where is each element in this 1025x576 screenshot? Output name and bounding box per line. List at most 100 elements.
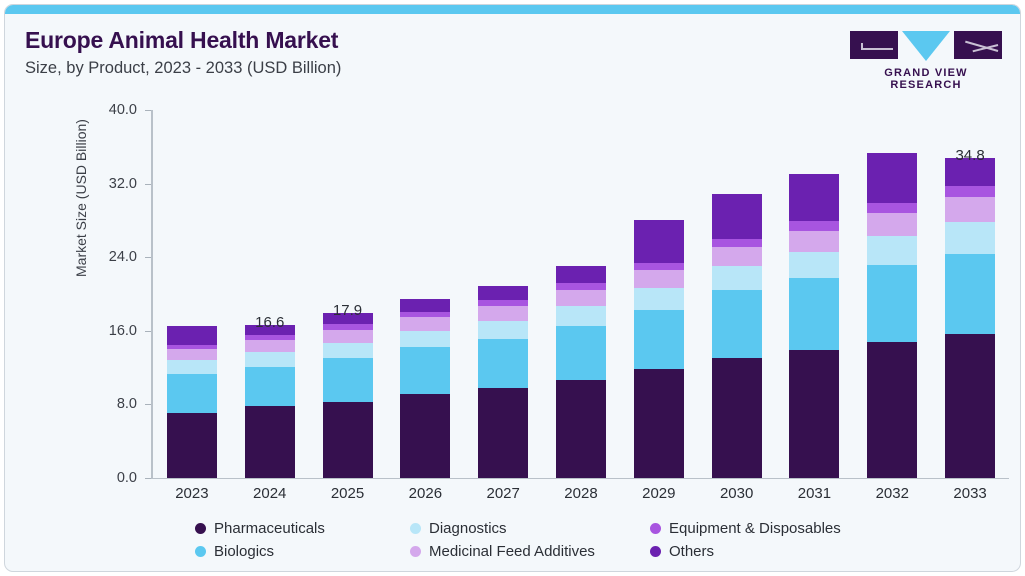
bar-segment[interactable] xyxy=(945,333,996,478)
bar-group[interactable] xyxy=(153,110,231,478)
bar-segment[interactable] xyxy=(633,220,684,263)
bar-segment[interactable] xyxy=(478,339,529,388)
bar-segment[interactable] xyxy=(322,313,373,325)
bar-group[interactable] xyxy=(309,110,387,478)
bar-segment[interactable] xyxy=(322,324,373,330)
bar-group[interactable] xyxy=(231,110,309,478)
bar-segment[interactable] xyxy=(711,358,762,478)
legend-item-others[interactable]: Others xyxy=(650,543,890,560)
bar-segment[interactable] xyxy=(945,254,996,334)
bar-segment[interactable] xyxy=(478,285,529,300)
bar-segment[interactable] xyxy=(244,366,295,407)
bar-segment[interactable] xyxy=(945,222,996,255)
bar-segment[interactable] xyxy=(322,329,373,343)
bar-segment[interactable] xyxy=(244,351,295,367)
bar-segment[interactable] xyxy=(867,213,918,237)
stacked-bar[interactable] xyxy=(867,153,918,478)
bar-segment[interactable] xyxy=(945,157,996,187)
bar-segment[interactable] xyxy=(633,262,684,271)
bar-segment[interactable] xyxy=(633,369,684,478)
bar-segment[interactable] xyxy=(789,278,840,351)
stacked-bar[interactable] xyxy=(166,326,217,478)
stacked-bar[interactable] xyxy=(711,193,762,478)
stacked-bar[interactable] xyxy=(400,298,451,478)
legend-item-biologics[interactable]: Biologics xyxy=(195,543,410,560)
stacked-bar[interactable] xyxy=(945,157,996,478)
bar-segment[interactable] xyxy=(400,330,451,348)
bar-segment[interactable] xyxy=(789,350,840,478)
bar-segment[interactable] xyxy=(478,320,529,340)
bar-segment[interactable] xyxy=(711,290,762,359)
stacked-bar[interactable] xyxy=(633,220,684,478)
bar-segment[interactable] xyxy=(789,221,840,231)
stacked-bar[interactable] xyxy=(478,285,529,478)
bar-segment[interactable] xyxy=(400,394,451,478)
bar-segment[interactable] xyxy=(555,290,606,306)
bar-group[interactable] xyxy=(542,110,620,478)
bar-segment[interactable] xyxy=(633,309,684,370)
stacked-bar[interactable] xyxy=(244,325,295,478)
bar-segment[interactable] xyxy=(867,265,918,342)
y-axis-line xyxy=(151,110,153,478)
bar-segment[interactable] xyxy=(244,340,295,352)
bar-segment[interactable] xyxy=(711,266,762,291)
bar-segment[interactable] xyxy=(322,342,373,359)
bar-segment[interactable] xyxy=(400,347,451,395)
bar-segment[interactable] xyxy=(555,326,606,381)
bar-segment[interactable] xyxy=(478,299,529,306)
bar-segment[interactable] xyxy=(555,305,606,327)
bar-segment[interactable] xyxy=(789,230,840,252)
bar-group[interactable] xyxy=(620,110,698,478)
bar-group[interactable] xyxy=(386,110,464,478)
bar-segment[interactable] xyxy=(867,236,918,266)
x-axis-tick-label: 2031 xyxy=(797,485,832,502)
bar-segment[interactable] xyxy=(166,412,217,478)
bar-segment[interactable] xyxy=(166,326,217,345)
bar-segment[interactable] xyxy=(945,186,996,198)
bar-segment[interactable] xyxy=(555,283,606,291)
bar-segment[interactable] xyxy=(166,374,217,413)
bar-segment[interactable] xyxy=(555,380,606,478)
bar-group[interactable] xyxy=(776,110,854,478)
bar-group[interactable] xyxy=(698,110,776,478)
stacked-bar[interactable] xyxy=(555,266,606,478)
bar-segment[interactable] xyxy=(555,266,606,283)
bar-segment[interactable] xyxy=(244,335,295,341)
bar-segment[interactable] xyxy=(400,317,451,331)
bar-group[interactable] xyxy=(464,110,542,478)
legend-item-medicinal-feed-additives[interactable]: Medicinal Feed Additives xyxy=(410,543,650,560)
legend-item-equipment-disposables[interactable]: Equipment & Disposables xyxy=(650,520,890,537)
bar-segment[interactable] xyxy=(789,251,840,279)
bar-segment[interactable] xyxy=(166,349,217,361)
bar-group[interactable] xyxy=(853,110,931,478)
stacked-bar[interactable] xyxy=(322,313,373,478)
bar-segment[interactable] xyxy=(867,341,918,478)
bar-segment[interactable] xyxy=(867,153,918,203)
bar-segment[interactable] xyxy=(711,238,762,248)
stacked-bar[interactable] xyxy=(789,173,840,478)
bar-segment[interactable] xyxy=(478,387,529,478)
bar-segment[interactable] xyxy=(322,358,373,402)
bar-segment[interactable] xyxy=(711,247,762,267)
bar-segment[interactable] xyxy=(478,305,529,321)
bar-group[interactable] xyxy=(931,110,1009,478)
bar-segment[interactable] xyxy=(711,193,762,239)
bar-segment[interactable] xyxy=(322,401,373,478)
x-axis-tick-label: 2023 xyxy=(175,485,209,502)
legend-item-diagnostics[interactable]: Diagnostics xyxy=(410,520,650,537)
bar-segment[interactable] xyxy=(166,344,217,350)
bar-segment[interactable] xyxy=(633,270,684,288)
bar-segment[interactable] xyxy=(244,406,295,478)
bar-segment[interactable] xyxy=(867,202,918,214)
bar-segment[interactable] xyxy=(400,298,451,312)
bar-segment[interactable] xyxy=(789,173,840,222)
bar-series-container: 16.6 17.9 34.8 xyxy=(153,110,1009,478)
chart-header: Europe Animal Health Market Size, by Pro… xyxy=(25,27,341,78)
bar-segment[interactable] xyxy=(166,360,217,375)
bar-segment[interactable] xyxy=(633,287,684,310)
legend-item-pharmaceuticals[interactable]: Pharmaceuticals xyxy=(195,520,410,537)
bar-segment[interactable] xyxy=(945,197,996,223)
bar-segment[interactable] xyxy=(244,325,295,336)
bar-segment[interactable] xyxy=(400,311,451,318)
x-axis-tick-label: 2032 xyxy=(875,485,909,502)
